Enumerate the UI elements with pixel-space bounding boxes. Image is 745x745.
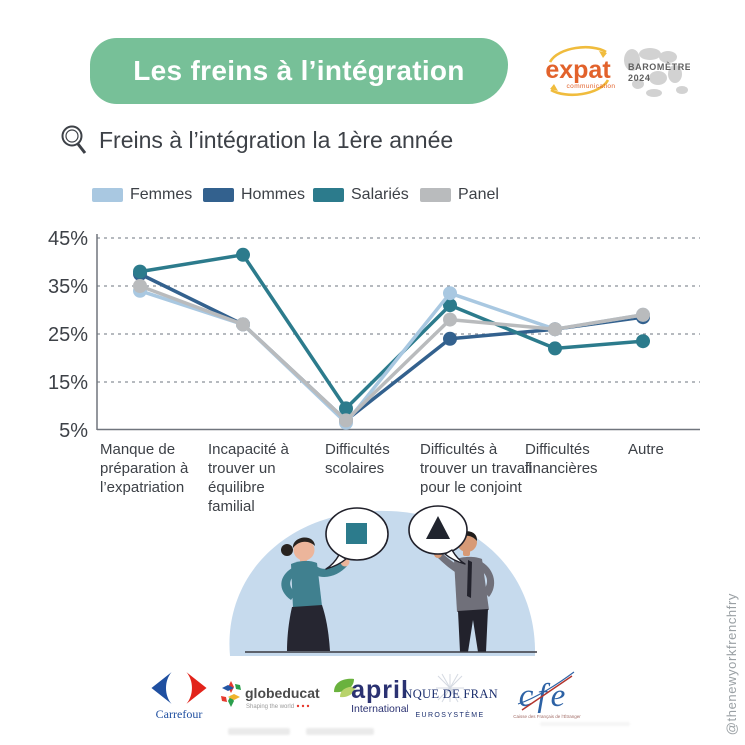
globeducate-label: globeducate (245, 685, 320, 701)
cfe-logo: cfe Caisse des Français de l’Étranger (510, 668, 584, 724)
series-line-panel (139, 284, 644, 423)
conversation-illustration (229, 505, 537, 656)
cutoff-remnant (228, 728, 290, 735)
category-label-1: Incapacité à trouver un équilibre famili… (208, 441, 289, 515)
april-label: april (351, 676, 408, 704)
expat-arrowhead-bottom (550, 84, 558, 91)
y-tick-25: 25% (48, 324, 88, 346)
starburst-icon (436, 673, 464, 703)
banque-de-france-label: BANQUE DE FRANCE (402, 687, 498, 701)
barometre-label: BAROMÈTRE (628, 62, 690, 72)
man-figure (434, 531, 495, 652)
data-point-femmes-3 (443, 286, 457, 301)
april-international-logo: april International (328, 670, 408, 720)
speech-bubble-square (325, 507, 389, 570)
chart-legend: Femmes Hommes Salariés Panel (0, 186, 745, 206)
leaf-icon-light (340, 686, 355, 698)
expat-logo-subtext: communication (567, 83, 616, 90)
data-point-panel-2 (339, 413, 353, 428)
chart-subtitle-row: Freins à l’intégration la 1ère année (58, 120, 453, 160)
expat-arrowhead-top (599, 51, 607, 58)
cutoff-remnant (306, 728, 374, 735)
legend-label-femmes: Femmes (130, 186, 193, 203)
partner-logos-row: Carrefour globeducate Shaping the world (0, 668, 745, 730)
data-point-salariés-1 (236, 247, 250, 262)
legend-label-salariés: Salariés (351, 186, 409, 203)
expat-communication-logo: expat communication (545, 45, 616, 97)
category-label-4: Difficultés financières (525, 441, 598, 477)
category-label-3: Difficultés à trouver un travail pour le… (420, 441, 532, 496)
legend-swatch-femmes (92, 188, 123, 202)
banque-de-france-icon: BANQUE DE FRANCE EUROSYSTÈME (402, 673, 498, 719)
data-point-salariés-3 (443, 298, 457, 313)
expat-arrow-top (548, 45, 607, 63)
watermark-handle: @thenewyorkfrenchfry (724, 592, 739, 735)
legend-item-femmes: Femmes (92, 186, 192, 204)
woman-figure (281, 537, 350, 651)
data-point-salariés-5 (636, 334, 650, 349)
cfe-swoosh-blue (517, 671, 575, 705)
expat-logo-text: expat (545, 56, 611, 84)
legend-item-hommes: Hommes (203, 186, 305, 204)
legend-label-hommes: Hommes (241, 186, 306, 203)
banque-de-france-logo: BANQUE DE FRANCE EUROSYSTÈME (402, 672, 498, 724)
data-point-panel-1 (236, 317, 250, 332)
page-title: Les freins à l’intégration (133, 55, 465, 86)
barometre-2024-badge: BAROMÈTRE 2024 (624, 48, 690, 97)
data-point-salariés-4 (548, 341, 562, 356)
carrefour-logo: Carrefour (148, 670, 210, 722)
april-sublabel: International (351, 703, 408, 715)
category-label-0: Manque de préparation à l’expatriation (100, 441, 189, 496)
pinwheel-icon (221, 681, 241, 707)
legend-item-salariés: Salariés (313, 186, 409, 204)
data-point-panel-5 (636, 307, 650, 322)
globeducate-logo: globeducate Shaping the world (220, 676, 320, 716)
carrefour-label: Carrefour (155, 707, 203, 721)
y-tick-45: 45% (48, 228, 88, 250)
line-chart: 45% 35% 25% 15% 5% (48, 228, 700, 438)
cutoff-remnant (540, 722, 630, 726)
title-banner: Les freins à l’intégration (90, 38, 508, 104)
data-point-salariés-2 (339, 401, 353, 416)
legend-swatch-panel (420, 188, 451, 202)
april-icon: april International (334, 676, 408, 715)
cfe-icon: cfe Caisse des Français de l’Étranger (513, 671, 581, 719)
leaf-icon (334, 678, 354, 693)
carrefour-icon (151, 672, 207, 704)
triangle-symbol (426, 516, 450, 539)
y-tick-5: 5% (59, 420, 88, 438)
cfe-swoosh-red (521, 675, 573, 711)
chart-subtitle: Freins à l’intégration la 1ère année (99, 126, 454, 153)
globeducate-icon: globeducate Shaping the world (221, 681, 320, 710)
data-point-hommes-3 (443, 331, 457, 346)
legend-item-panel: Panel (420, 186, 499, 204)
legend-label-panel: Panel (458, 186, 499, 203)
eurosysteme-label: EUROSYSTÈME (415, 710, 484, 719)
data-point-panel-4 (548, 322, 562, 337)
magnifier-icon (61, 125, 87, 154)
y-tick-15: 15% (48, 372, 88, 394)
category-label-5: Autre (628, 441, 664, 458)
category-label-2: Difficultés scolaires (325, 441, 390, 477)
y-tick-35: 35% (48, 276, 88, 298)
barometre-year: 2024 (628, 73, 650, 83)
speech-bubble-triangle (408, 505, 468, 565)
data-point-panel-0 (133, 279, 147, 293)
expat-arrow-bottom (550, 79, 610, 97)
cfe-tagline: Caisse des Français de l’Étranger (513, 713, 581, 719)
data-point-salariés-0 (133, 264, 147, 279)
data-point-panel-3 (443, 312, 457, 327)
world-map (624, 48, 688, 97)
globeducate-tagline: Shaping the world (246, 704, 294, 710)
square-symbol (346, 523, 367, 544)
legend-swatch-hommes (203, 188, 234, 202)
legend-swatch-salariés (313, 188, 344, 202)
